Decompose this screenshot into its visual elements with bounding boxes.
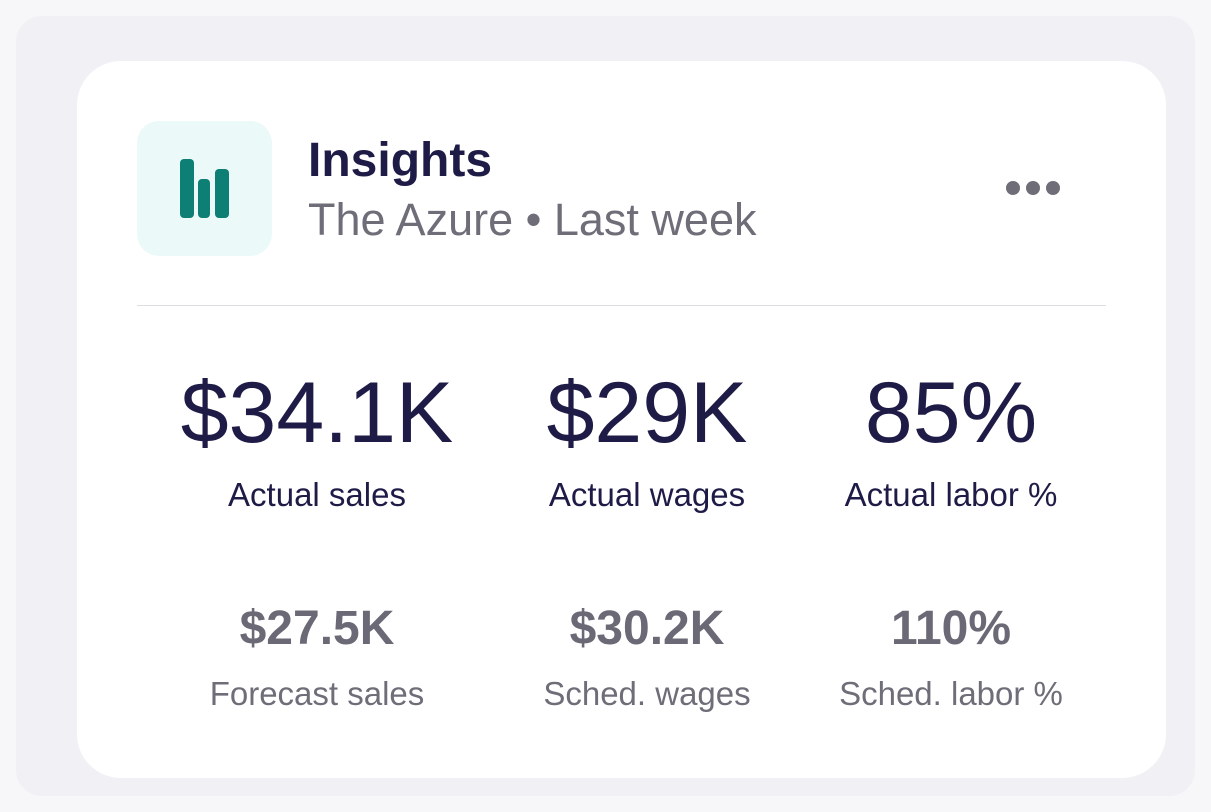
- card-title: Insights: [308, 134, 493, 187]
- more-options-button[interactable]: [997, 168, 1069, 208]
- metric-label: Forecast sales: [209, 675, 425, 712]
- metric-label: Sched. wages: [543, 675, 751, 712]
- metric-sched-wages: $30.2K Sched. wages: [482, 602, 812, 714]
- metric-label: Actual labor %: [844, 476, 1058, 513]
- metric-value: $30.2K: [569, 602, 725, 655]
- widget-frame: Insights The Azure • Last week $34.1K Ac…: [16, 16, 1195, 796]
- metric-value: $29K: [546, 365, 748, 461]
- metric-label: Actual wages: [548, 476, 746, 513]
- metric-label: Sched. labor %: [839, 675, 1063, 712]
- bar-chart-icon: [180, 159, 229, 218]
- header-divider: [137, 305, 1106, 306]
- insights-app-icon: [137, 121, 272, 256]
- card-subtitle: The Azure • Last week: [308, 194, 757, 245]
- metric-actual-wages: $29K Actual wages: [482, 365, 812, 515]
- metric-value: 110%: [890, 602, 1012, 655]
- metric-value: $27.5K: [239, 602, 395, 655]
- metric-forecast-sales: $27.5K Forecast sales: [152, 602, 482, 714]
- more-horizontal-icon: [1006, 181, 1060, 195]
- metric-label: Actual sales: [228, 476, 406, 513]
- metric-value: $34.1K: [180, 365, 454, 461]
- metric-sched-labor: 110% Sched. labor %: [786, 602, 1116, 714]
- metric-actual-labor: 85% Actual labor %: [786, 365, 1116, 515]
- metric-value: 85%: [864, 365, 1038, 461]
- insights-card[interactable]: Insights The Azure • Last week $34.1K Ac…: [77, 61, 1166, 778]
- metric-actual-sales: $34.1K Actual sales: [152, 365, 482, 515]
